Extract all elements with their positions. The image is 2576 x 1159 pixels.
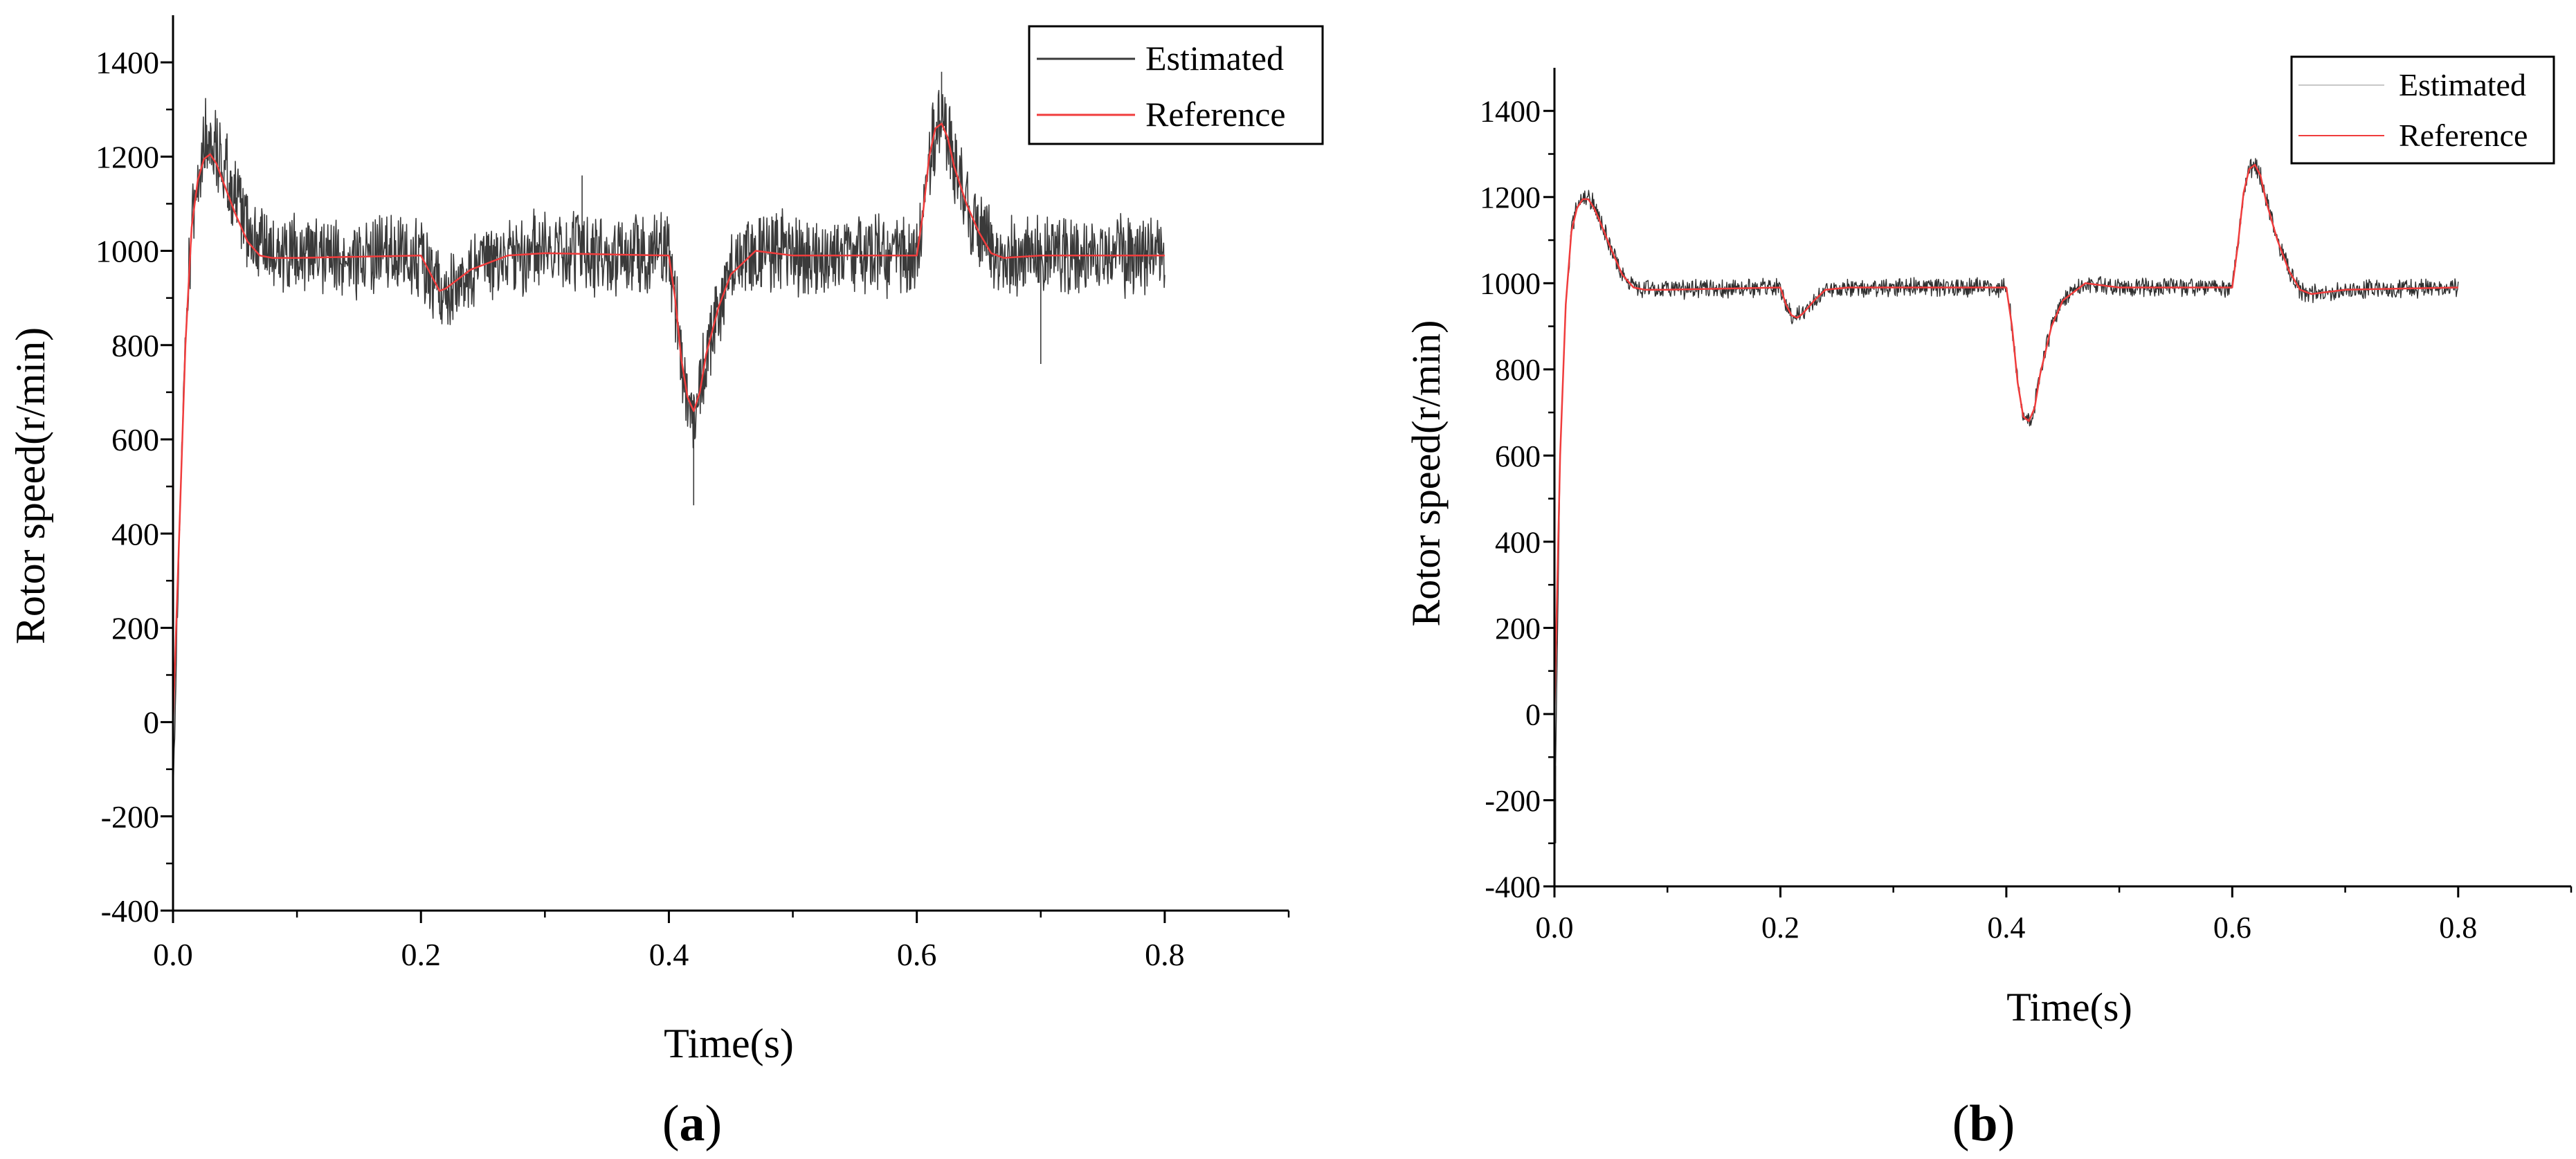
y-tick-label-b: 1000 xyxy=(1480,267,1541,301)
legend-label-reference-b: Reference xyxy=(2399,118,2528,153)
y-tick-label-a: 1200 xyxy=(96,139,159,174)
x-tick-label-a: 0.8 xyxy=(1145,937,1185,972)
caption-a-label: a xyxy=(680,1095,705,1152)
y-tick-label-a: 1400 xyxy=(96,45,159,80)
x-tick-label-b: 0.2 xyxy=(1761,911,1799,944)
y-tick-label-a: -200 xyxy=(101,799,159,834)
y-tick-label-b: 200 xyxy=(1495,612,1541,646)
caption-b-label: b xyxy=(1969,1095,1997,1152)
y-axis-label-b: Rotor speed(r/min) xyxy=(1404,320,1449,627)
series-estimated-a xyxy=(172,89,1165,807)
y-tick-label-b: 1400 xyxy=(1480,95,1541,129)
estimated-noise-b xyxy=(1554,158,2459,847)
legend-label-reference-a: Reference xyxy=(1145,95,1286,134)
x-tick-label-b: 0.4 xyxy=(1987,911,2025,944)
y-tick-label-a: 0 xyxy=(143,705,159,740)
x-axis-label-b: Time(s) xyxy=(2006,985,2132,1030)
caption-a: (a) xyxy=(662,1095,722,1152)
x-tick-label-a: 0.2 xyxy=(401,937,441,972)
svg-text:(a): (a) xyxy=(662,1095,722,1152)
estimated-noise-a xyxy=(172,71,1165,807)
x-tick-label-b: 0.0 xyxy=(1536,911,1574,944)
y-tick-label-a: 200 xyxy=(111,610,159,646)
y-tick-label-b: 800 xyxy=(1495,353,1541,387)
y-tick-label-a: 1000 xyxy=(96,234,159,269)
y-tick-label-b: 1200 xyxy=(1480,181,1541,215)
chart-panel-a: -400 -200 0 200 400 600 800 1000 1200 1400 0.0 0.2 0… xyxy=(8,15,1324,1066)
caption-b: (b) xyxy=(1952,1095,2015,1152)
y-axis-label-a: Rotor speed(r/min) xyxy=(8,327,53,644)
x-axis-label-a: Time(s) xyxy=(664,1021,794,1066)
y-tick-label-b: 400 xyxy=(1495,525,1541,559)
x-tick-label-a: 0.4 xyxy=(649,937,689,972)
y-tick-label-a: 400 xyxy=(111,516,159,551)
y-tick-label-a: 800 xyxy=(111,328,159,363)
x-tick-label-a: 0.6 xyxy=(897,937,937,972)
series-reference-a xyxy=(172,122,1165,722)
y-tick-label-b: 600 xyxy=(1495,439,1541,473)
legend-a: Estimated Reference xyxy=(1028,25,1324,145)
y-tick-label-b: -400 xyxy=(1485,870,1541,904)
legend-box-b xyxy=(2290,55,2555,165)
y-tick-label-a: 600 xyxy=(111,422,159,457)
series-estimated-b xyxy=(1554,158,2459,847)
x-tick-label-b: 0.6 xyxy=(2213,911,2251,944)
x-tick-label-b: 0.8 xyxy=(2439,911,2477,944)
y-tick-label-b: -200 xyxy=(1485,784,1541,818)
legend-b: Estimated Reference xyxy=(2290,55,2555,165)
chart-panel-b: -400 -200 0 200 400 600 800 1000 1200 1400 0.0 0.2 0… xyxy=(1404,55,2573,1030)
legend-label-estimated-a: Estimated xyxy=(1145,39,1284,77)
x-tick-label-a: 0.0 xyxy=(153,937,193,972)
y-tick-label-b: 0 xyxy=(1525,697,1541,731)
y-tick-label-a: -400 xyxy=(101,893,159,929)
svg-text:(b): (b) xyxy=(1952,1095,2015,1152)
series-reference-b xyxy=(1553,163,2458,714)
legend-box-a xyxy=(1028,25,1324,145)
legend-label-estimated-b: Estimated xyxy=(2399,67,2526,102)
